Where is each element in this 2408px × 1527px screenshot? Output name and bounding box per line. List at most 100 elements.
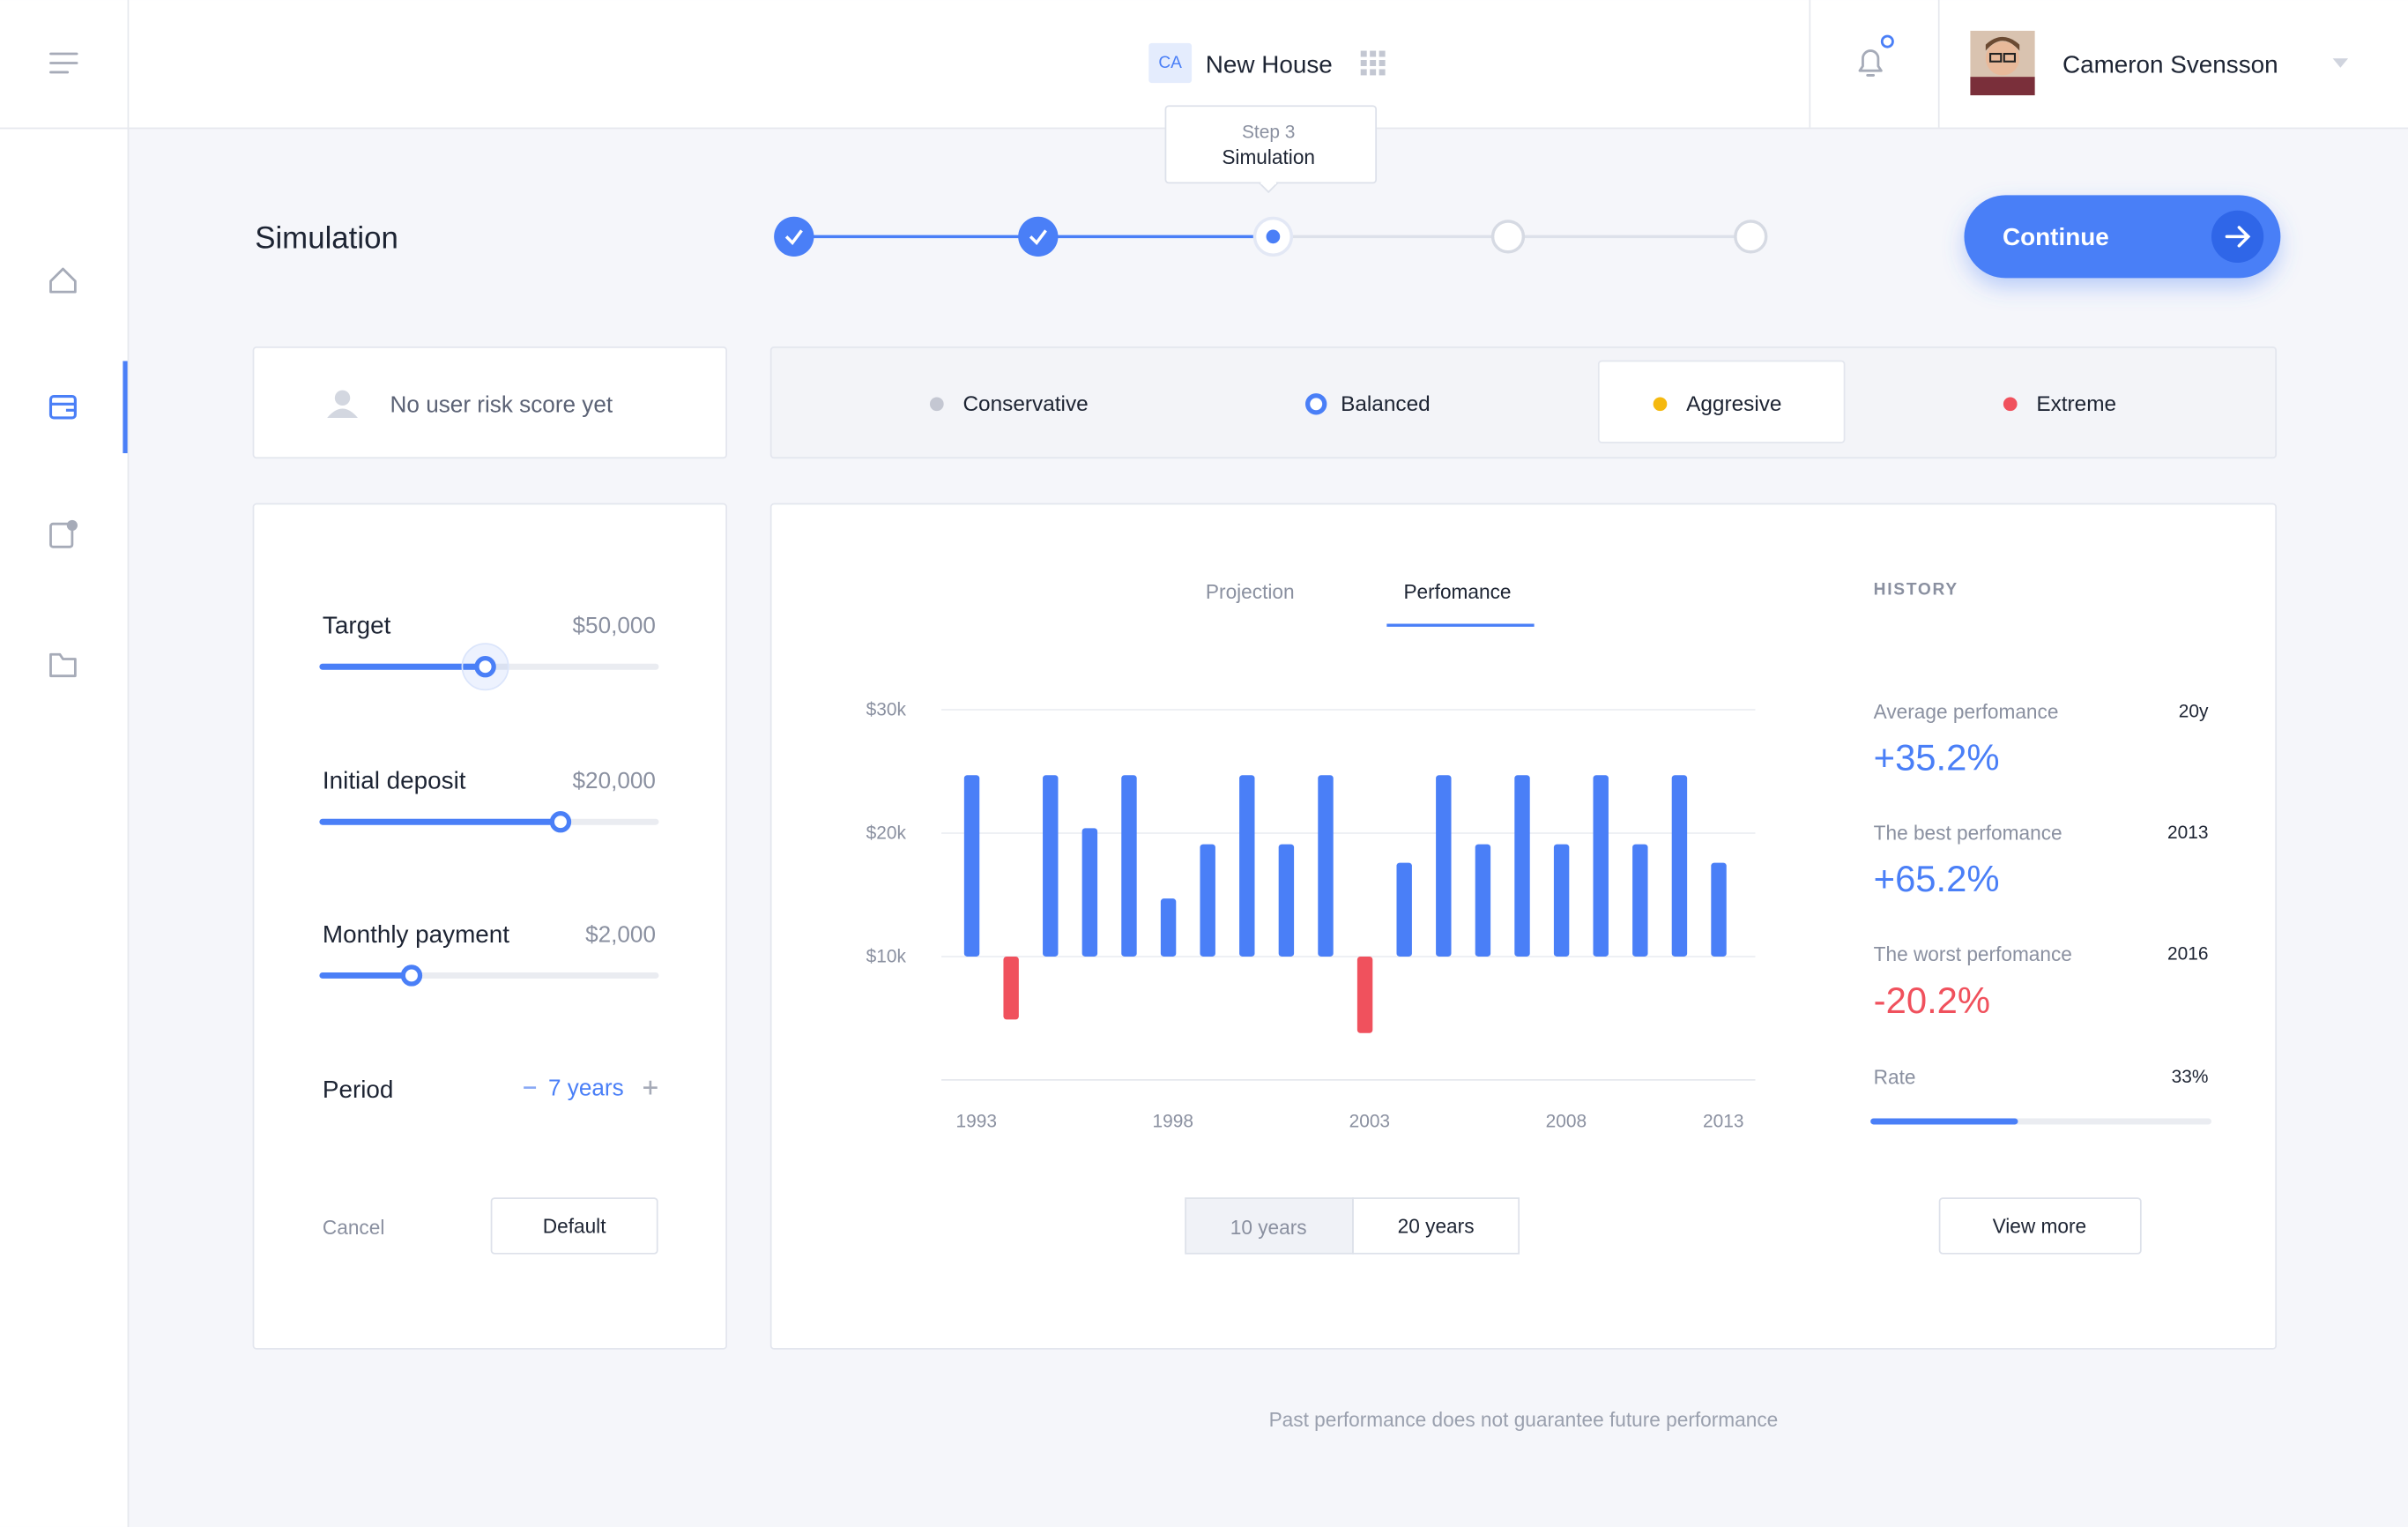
step-pending[interactable] bbox=[1490, 220, 1526, 254]
active-indicator bbox=[123, 361, 128, 454]
bar bbox=[1356, 956, 1373, 1033]
risk-profiles-card bbox=[769, 346, 2278, 459]
project-name[interactable]: New House bbox=[1206, 51, 1333, 78]
range-button-label[interactable]: 20 years bbox=[1398, 1214, 1475, 1237]
history-value: +65.2% bbox=[1874, 858, 2000, 899]
y-tick-label: $30k bbox=[866, 700, 907, 720]
bar bbox=[963, 775, 980, 957]
menu-icon[interactable] bbox=[49, 52, 78, 74]
bar bbox=[1081, 828, 1098, 957]
bar bbox=[1318, 775, 1334, 957]
step-done[interactable] bbox=[774, 216, 814, 257]
slider-label: Initial deposit bbox=[323, 767, 466, 794]
range-button-label[interactable]: 10 years bbox=[1230, 1216, 1307, 1239]
profile-option[interactable]: Balanced bbox=[1341, 392, 1431, 416]
slider-value: $2,000 bbox=[585, 920, 656, 947]
range-button-active[interactable] bbox=[1352, 1197, 1520, 1255]
bar bbox=[1003, 956, 1019, 1020]
sidebar bbox=[0, 0, 128, 1527]
bar bbox=[1553, 844, 1570, 957]
slider-value: $50,000 bbox=[573, 612, 656, 638]
avatar[interactable] bbox=[1970, 30, 2035, 96]
history-label: The best perfomance bbox=[1874, 821, 2062, 844]
continue-button[interactable] bbox=[1964, 195, 2281, 279]
folder-icon[interactable] bbox=[49, 652, 77, 678]
y-tick-label: $20k bbox=[866, 823, 907, 843]
home-icon[interactable] bbox=[49, 267, 77, 294]
bar bbox=[1593, 775, 1609, 957]
profile-dot bbox=[1304, 393, 1327, 415]
step-tooltip bbox=[1164, 105, 1378, 194]
project-badge bbox=[1148, 42, 1193, 84]
profile-dot bbox=[2003, 397, 2018, 412]
tooltip-step: Step 3 bbox=[1242, 122, 1295, 142]
x-tick-label: 1998 bbox=[1153, 1111, 1193, 1131]
x-tick-label: 1993 bbox=[956, 1111, 997, 1131]
step-pending[interactable] bbox=[1734, 220, 1768, 254]
slider-label: Monthly payment bbox=[323, 920, 509, 948]
history-value: +35.2% bbox=[1874, 737, 2000, 778]
bar bbox=[1239, 775, 1255, 957]
profile-dot bbox=[929, 397, 944, 412]
user-dropdown[interactable] bbox=[2332, 58, 2349, 68]
bar bbox=[1475, 844, 1491, 957]
bar bbox=[1436, 775, 1452, 957]
continue-label[interactable]: Continue bbox=[2003, 223, 2109, 250]
tab-active[interactable]: Perfomance bbox=[1403, 580, 1511, 603]
bar bbox=[1043, 775, 1059, 957]
history-label: Average perfomance bbox=[1874, 700, 2059, 723]
step-done[interactable] bbox=[1018, 216, 1059, 257]
x-tick-label: 2003 bbox=[1349, 1111, 1390, 1131]
bar bbox=[1396, 862, 1412, 957]
history-title: HISTORY bbox=[1874, 581, 1958, 600]
slider-value: $20,000 bbox=[573, 767, 656, 793]
default-button-label[interactable]: Default bbox=[543, 1214, 606, 1237]
bar-chart: $10k $20k $30k 1993 1998 2003 2008 2013 bbox=[866, 700, 1756, 1131]
view-more-button[interactable] bbox=[1938, 1197, 2142, 1255]
profile-option[interactable]: Conservative bbox=[962, 392, 1088, 416]
slider-knob[interactable] bbox=[549, 811, 572, 833]
range-button[interactable] bbox=[1185, 1197, 1354, 1255]
page-title: Simulation bbox=[255, 221, 398, 256]
view-more-label[interactable]: View more bbox=[1993, 1214, 2087, 1237]
tab[interactable]: Projection bbox=[1206, 580, 1295, 603]
profile-option[interactable]: Aggresive bbox=[1686, 392, 1781, 416]
history-period: 2013 bbox=[2167, 823, 2208, 843]
notes-icon[interactable] bbox=[49, 519, 78, 548]
inputs-card bbox=[252, 503, 728, 1350]
slider-label: Target bbox=[323, 612, 391, 639]
slider-knob[interactable] bbox=[474, 656, 496, 678]
step-current[interactable] bbox=[1252, 216, 1294, 257]
period-label: Period bbox=[323, 1076, 394, 1103]
history-label: The worst perfomance bbox=[1874, 942, 2072, 965]
bar bbox=[1632, 844, 1648, 957]
project-badge-text: CA bbox=[1158, 54, 1182, 72]
period-increase[interactable] bbox=[643, 1080, 658, 1095]
profile-dot bbox=[1653, 397, 1668, 412]
user-icon bbox=[327, 390, 358, 418]
y-tick-label: $10k bbox=[866, 946, 907, 966]
apps-icon[interactable] bbox=[1360, 50, 1386, 76]
bar bbox=[1711, 862, 1727, 957]
cancel-button[interactable]: Cancel bbox=[323, 1216, 384, 1239]
bar bbox=[1121, 775, 1137, 957]
x-tick-label: 2013 bbox=[1703, 1111, 1743, 1131]
x-tick-label: 2008 bbox=[1546, 1111, 1587, 1131]
bar bbox=[1514, 775, 1530, 957]
wallet-icon[interactable] bbox=[48, 395, 77, 420]
slider-knob[interactable] bbox=[400, 965, 423, 987]
history-value: -20.2% bbox=[1874, 980, 1990, 1021]
profile-option[interactable]: Extreme bbox=[2036, 392, 2116, 416]
history-period: 2016 bbox=[2167, 944, 2208, 965]
bar bbox=[1160, 898, 1177, 957]
selected-profile[interactable] bbox=[1597, 360, 1846, 443]
tooltip-name: Simulation bbox=[1222, 145, 1315, 168]
default-button[interactable] bbox=[490, 1197, 658, 1255]
rate-label: Rate bbox=[1874, 1065, 1916, 1088]
notification-bell[interactable] bbox=[1858, 34, 1894, 77]
user-name[interactable]: Cameron Svensson bbox=[2062, 51, 2278, 78]
rate-value: 33% bbox=[2172, 1067, 2209, 1087]
bar bbox=[1200, 844, 1215, 957]
